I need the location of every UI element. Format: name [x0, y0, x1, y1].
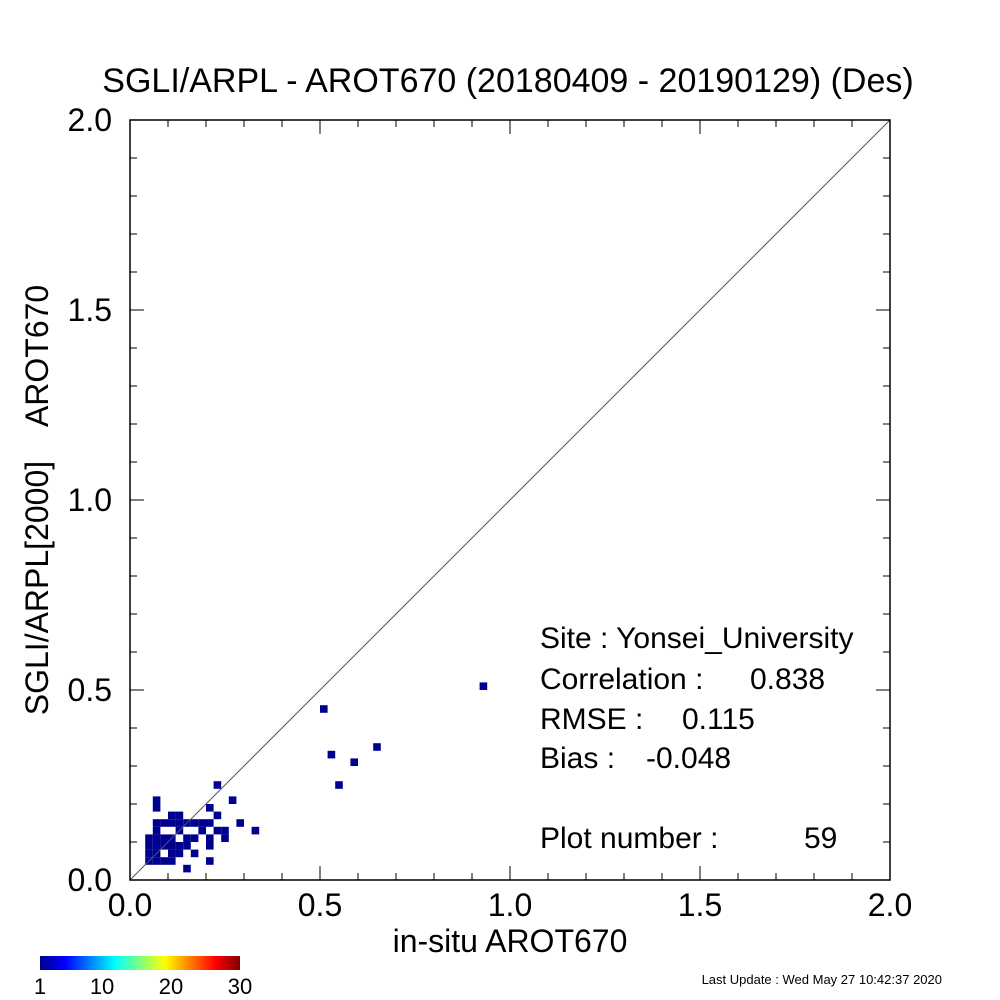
x-tick-labels: 0.0 0.5 1.0 1.5 2.0: [108, 887, 912, 923]
density-cell: [168, 842, 176, 850]
density-cell: [152, 819, 161, 827]
x-tick-label: 0.5: [298, 887, 342, 923]
stats-bias-value: -0.048: [646, 742, 731, 775]
density-cell: [221, 834, 229, 842]
density-cell: [168, 857, 176, 865]
y-tick-label: 0.0: [68, 862, 112, 898]
density-cell: [175, 842, 184, 850]
x-tick-label: 0.0: [108, 887, 152, 923]
density-cell: [213, 826, 222, 835]
y-tick-label: 1.0: [68, 482, 112, 518]
density-cell: [373, 743, 381, 751]
density-cell: [479, 682, 488, 690]
y-tick-label: 2.0: [68, 102, 112, 138]
density-cell: [206, 834, 214, 842]
chart-title: SGLI/ARPL - AROT670 (20180409 - 20190129…: [102, 62, 913, 100]
density-cell: [190, 834, 199, 842]
stats-correlation-value: 0.838: [750, 663, 825, 696]
stats-panel: Site : Yonsei_University Correlation : 0…: [540, 622, 854, 855]
y-axis-label: SGLI/ARPL[2000] AROT670: [19, 285, 55, 715]
stats-site: Site : Yonsei_University: [540, 622, 854, 655]
density-cell: [206, 857, 214, 865]
density-cell: [183, 842, 191, 850]
density-cell: [175, 811, 184, 820]
stats-plot-number-label: Plot number :: [540, 822, 718, 855]
colorbar-tick-label: 1: [34, 974, 46, 999]
stats-bias-label: Bias :: [540, 742, 615, 775]
density-cell: [152, 826, 161, 835]
density-cell: [160, 857, 168, 865]
density-cell: [236, 819, 244, 827]
density-cell: [145, 834, 153, 842]
colorbar: [40, 956, 240, 970]
density-cell: [160, 834, 168, 842]
density-cell: [206, 819, 214, 827]
density-cell: [213, 781, 222, 789]
density-cell: [160, 819, 168, 827]
colorbar-tick-label: 30: [228, 974, 252, 999]
density-cell: [152, 842, 161, 850]
colorbar-tick-labels: 1 10 20 30: [34, 974, 252, 999]
density-cell: [183, 834, 191, 842]
density-cell: [175, 849, 184, 858]
density-cell: [198, 819, 206, 827]
density-cell: [175, 819, 184, 827]
density-cell: [221, 826, 229, 835]
y-tick-label: 1.5: [68, 292, 112, 328]
x-tick-label: 1.0: [488, 887, 532, 923]
density-cell: [152, 796, 161, 804]
density-cell: [190, 849, 199, 858]
colorbar-tick-label: 20: [159, 974, 183, 999]
density-cell: [152, 804, 161, 812]
density-cell: [206, 842, 214, 850]
density-cell: [350, 758, 358, 766]
x-tick-label: 2.0: [868, 887, 912, 923]
last-update-text: Last Update : Wed May 27 10:42:37 2020: [701, 972, 942, 987]
x-axis-label: in-situ AROT670: [393, 923, 628, 959]
axis-ticks: [129, 119, 891, 881]
stats-rmse-label: RMSE :: [540, 703, 643, 736]
density-cell: [152, 857, 161, 865]
density-cell: [190, 819, 199, 827]
density-cell: [327, 750, 336, 759]
y-tick-label: 0.5: [68, 672, 112, 708]
one-to-one-line: [129, 119, 891, 881]
density-cell: [145, 842, 153, 850]
density-cell: [228, 796, 237, 804]
density-cell: [168, 849, 176, 858]
y-tick-labels: 0.0 0.5 1.0 1.5 2.0: [68, 102, 112, 898]
colorbar-tick-label: 10: [90, 974, 114, 999]
density-cell: [251, 826, 260, 835]
density-cells: [145, 682, 488, 873]
density-cell: [152, 834, 161, 842]
stats-correlation-label: Correlation :: [540, 663, 703, 696]
density-cell: [198, 826, 206, 835]
density-cell: [335, 781, 343, 789]
density-cell: [168, 811, 176, 820]
density-cell: [213, 811, 222, 820]
x-tick-label: 1.5: [678, 887, 722, 923]
stats-plot-number-value: 59: [804, 822, 837, 855]
density-cell: [206, 804, 214, 812]
density-cell: [183, 864, 191, 873]
density-cell: [168, 819, 176, 827]
density-cell: [320, 705, 328, 713]
density-cell: [145, 849, 153, 858]
stats-rmse-value: 0.115: [682, 703, 755, 736]
